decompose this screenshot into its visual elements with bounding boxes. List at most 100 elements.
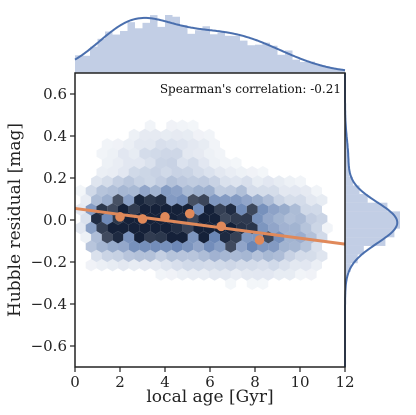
- hexbin: [101, 138, 113, 151]
- hexbin: [300, 203, 312, 216]
- hexbin: [144, 193, 156, 207]
- right-hist-bar: [345, 142, 348, 151]
- hexbin: [177, 156, 188, 170]
- top-hist-bar: [247, 45, 255, 73]
- hexbin: [220, 193, 231, 207]
- hexbin: [171, 128, 183, 142]
- hexbin: [139, 203, 151, 216]
- hexbin: [295, 193, 306, 207]
- hexbin: [214, 203, 226, 216]
- hexbin: [279, 203, 290, 216]
- hexbin: [75, 184, 86, 197]
- hexbin: [144, 156, 156, 170]
- hexbin: [198, 268, 210, 281]
- hexbin: [150, 203, 161, 216]
- hexbin: [273, 193, 285, 207]
- hexbin: [171, 203, 183, 216]
- hexbin: [246, 240, 258, 253]
- top-hist-bar: [187, 33, 195, 73]
- binned-point: [137, 214, 148, 224]
- hexbin: [128, 221, 140, 235]
- top-hist-bar: [292, 59, 300, 73]
- hexbin: [96, 221, 108, 235]
- top-hist-bar: [180, 24, 188, 73]
- hexbin: [311, 259, 322, 272]
- top-hist-bar: [97, 38, 105, 73]
- top-hist-bar: [315, 64, 323, 73]
- hexbin: [150, 259, 161, 272]
- hexbin: [236, 184, 247, 197]
- y-tick-label: −0.4: [31, 295, 67, 313]
- hexbin: [134, 249, 145, 263]
- hexbin: [166, 175, 177, 188]
- hexbin: [107, 166, 118, 179]
- right-hist-bar: [345, 168, 350, 177]
- hexbin: [279, 240, 290, 253]
- top-hist-bar: [255, 44, 263, 73]
- hexbin: [171, 184, 183, 197]
- hexbin: [166, 138, 177, 151]
- hexbin: [203, 147, 215, 160]
- hexbin: [166, 193, 177, 207]
- y-tick-label: −0.6: [31, 337, 67, 355]
- hexbin: [252, 212, 263, 225]
- hexbin: [279, 221, 290, 235]
- hexbin: [160, 221, 172, 235]
- hexbin: [134, 156, 145, 170]
- hexbin: [160, 240, 172, 253]
- hexbin: [209, 156, 220, 170]
- x-axis-label: local age [Gyr]: [146, 387, 273, 407]
- hexbin: [225, 166, 237, 179]
- top-kde-curve: [74, 16, 346, 72]
- hexbin: [193, 184, 204, 197]
- hexbin: [289, 259, 301, 272]
- binned-point: [216, 221, 227, 232]
- top-hist-bar: [322, 66, 330, 73]
- hexbin: [139, 221, 151, 235]
- hexbin: [96, 147, 108, 160]
- hexbin: [166, 119, 177, 132]
- hexbin: [187, 156, 199, 170]
- hexbin: [171, 221, 183, 235]
- y-tick-label: 0.2: [43, 169, 67, 187]
- hexbin: [118, 221, 129, 235]
- hexbin: [322, 221, 333, 235]
- hexbin: [311, 203, 322, 216]
- hexbin: [241, 268, 253, 281]
- hexbin: [160, 147, 172, 160]
- hexbin: [268, 203, 279, 216]
- hexbin: [171, 166, 183, 179]
- hexbin: [246, 166, 258, 179]
- hexbin: [128, 147, 140, 160]
- hexbin: [284, 249, 296, 263]
- hexbin: [220, 249, 231, 263]
- hexbin: [155, 175, 167, 188]
- hexbin: [177, 231, 188, 244]
- hexbin: [198, 231, 210, 244]
- top-hist-bar: [150, 15, 158, 73]
- hexbin: [193, 166, 204, 179]
- hexbin: [300, 240, 312, 253]
- hexbin: [187, 193, 199, 207]
- x-tick-label: 4: [160, 373, 170, 391]
- right-hist-bar: [345, 211, 400, 220]
- hexbin: [198, 193, 210, 207]
- y-axis-ticks: −0.6 −0.4 −0.2 0.0 0.2 0.4 0.6: [31, 85, 75, 355]
- hexbin: [166, 268, 177, 281]
- top-hist-bar: [240, 40, 248, 73]
- hexbin: [155, 138, 167, 151]
- hexbin: [107, 221, 118, 235]
- hexbin: [198, 175, 210, 188]
- hexbin: [134, 193, 145, 207]
- hexbin: [160, 184, 172, 197]
- hexbin: [85, 259, 97, 272]
- top-hist-bar: [285, 50, 293, 73]
- hexbin: [128, 184, 140, 197]
- hexbin: [139, 259, 151, 272]
- hexbin: [305, 268, 317, 281]
- hexbin: [107, 147, 118, 160]
- right-hist-bar: [345, 245, 364, 255]
- top-hist-bar: [195, 30, 203, 73]
- x-tick-label: 2: [115, 373, 125, 391]
